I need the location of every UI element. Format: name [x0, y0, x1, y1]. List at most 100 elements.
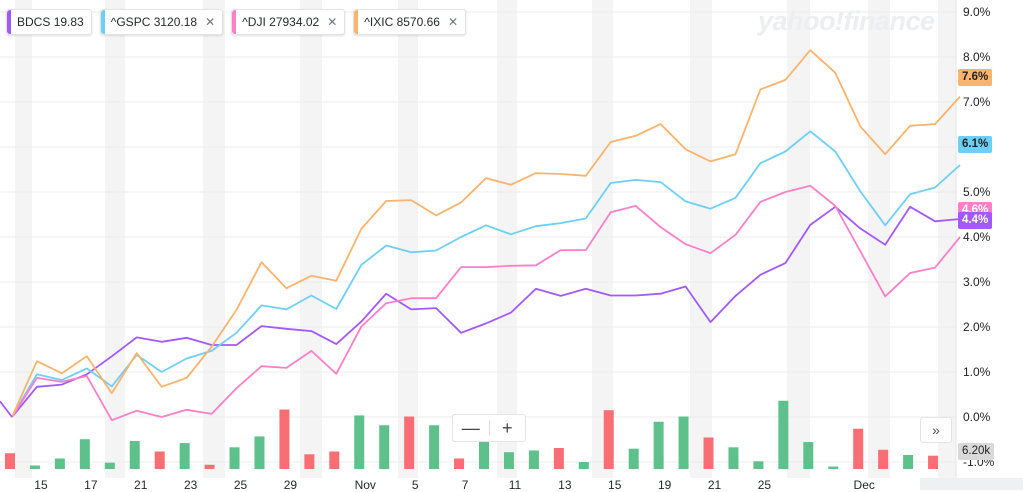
week-band	[300, 0, 322, 478]
volume-bar	[828, 466, 839, 469]
volume-bar	[54, 458, 65, 469]
volume-bar	[204, 464, 215, 469]
week-band	[787, 0, 810, 478]
volume-bar	[803, 442, 814, 469]
volume-bar	[753, 461, 764, 469]
yahoo-finance-watermark: yahoo!finance	[758, 6, 935, 36]
volume-bar	[703, 437, 714, 469]
volume-bar	[628, 448, 639, 469]
volume-bar	[653, 421, 664, 469]
volume-bar	[528, 450, 539, 469]
volume-bar	[728, 447, 739, 469]
volume-bar	[179, 443, 190, 469]
legend-symbol: ^IXIC	[364, 15, 394, 29]
week-band	[938, 0, 956, 478]
volume-bar	[928, 455, 939, 469]
y-tick-label: 8.0%	[963, 50, 991, 64]
x-tick-label: 15	[34, 478, 48, 492]
x-tick-label: 29	[284, 478, 298, 492]
volume-bar	[129, 441, 140, 469]
legend-chip-bdcs[interactable]: BDCS 19.83	[6, 9, 92, 35]
volume-bar	[229, 447, 240, 469]
x-tick-label: 19	[658, 478, 672, 492]
volume-bar	[853, 428, 864, 469]
series-line-bdcs	[11, 205, 961, 418]
zoom-in-button[interactable]: +	[501, 418, 513, 438]
series-line-dji	[11, 184, 961, 422]
y-tick-label: 4.0%	[963, 230, 991, 244]
zoom-out-button[interactable]: —	[461, 418, 480, 438]
volume-bar	[678, 416, 689, 469]
week-band	[398, 0, 418, 478]
series-line-gspc	[11, 130, 961, 418]
series-color-swatch	[100, 10, 105, 34]
week-band	[15, 0, 32, 478]
volume-bar	[479, 420, 489, 469]
x-tick-label: 11	[509, 478, 522, 492]
series-line-ixic	[11, 49, 961, 418]
x-tick-label: 25	[234, 478, 248, 492]
series-line-stub	[0, 400, 13, 418]
week-band	[497, 0, 517, 478]
volume-bar	[503, 452, 514, 469]
week-band	[592, 0, 613, 478]
chart-scrollbar[interactable]	[920, 478, 1023, 490]
legend-price: 19.83	[53, 15, 84, 29]
volume-bar	[429, 425, 440, 469]
volume-bar	[79, 439, 90, 469]
y-tick-label: 0.0%	[963, 410, 991, 424]
legend-chip-gspc[interactable]: ^GSPC 3120.18 ✕	[99, 9, 224, 35]
close-icon[interactable]: ✕	[205, 15, 216, 29]
volume-bar	[778, 400, 789, 469]
volume-bar	[454, 458, 465, 469]
x-tick-label: 5	[412, 478, 419, 492]
legend-symbol: ^GSPC	[110, 15, 151, 29]
legend-price: 27934.02	[269, 15, 320, 29]
legend-chip-dji[interactable]: ^DJI 27934.02 ✕	[231, 9, 346, 35]
series-color-swatch	[7, 10, 11, 34]
volume-bar	[903, 455, 914, 469]
scroll-forward-button[interactable]: »	[920, 417, 952, 443]
series-color-swatch	[232, 10, 237, 34]
volume-bar	[553, 448, 564, 469]
close-icon[interactable]: ✕	[447, 15, 459, 29]
y-tick-label: 5.0%	[963, 185, 991, 199]
y-tick-label: 7.0%	[963, 95, 991, 109]
ixic-last-value-label: 7.6%	[958, 69, 993, 86]
x-tick-label: 15	[608, 478, 622, 492]
volume-bar	[5, 453, 15, 469]
y-tick-label: 9.0%	[963, 5, 991, 19]
series-color-swatch	[354, 10, 359, 34]
volume-bar	[154, 451, 165, 469]
legend-symbol: BDCS	[17, 15, 51, 29]
week-band	[690, 0, 712, 478]
volume-bar	[279, 409, 290, 469]
volume-bar	[404, 416, 415, 469]
x-tick-label: 17	[84, 478, 98, 492]
volume-bar	[254, 436, 265, 469]
x-tick-label: 21	[134, 478, 148, 492]
legend-chip-ixic[interactable]: ^IXIC 8570.66 ✕	[353, 9, 467, 35]
x-tick-label: Nov	[355, 478, 376, 492]
x-tick-label: Dec	[854, 478, 875, 492]
volume-last-value-label: 6.20k	[958, 443, 995, 460]
symbol-legend: BDCS 19.83 ^GSPC 3120.18 ✕ ^DJI 27934.02…	[6, 9, 467, 35]
x-tick-label: 7	[462, 478, 469, 492]
y-tick-label: 3.0%	[963, 275, 991, 289]
y-tick-label: 1.0%	[963, 365, 991, 379]
volume-bar	[354, 415, 365, 469]
volume-bar	[29, 465, 40, 469]
gspc-last-value-label: 6.1%	[958, 136, 993, 153]
close-icon[interactable]: ✕	[327, 15, 338, 29]
volume-bar	[878, 449, 889, 469]
legend-price: 3120.18	[153, 15, 198, 29]
x-tick-label: 21	[708, 478, 722, 492]
volume-bar	[603, 410, 614, 469]
week-band	[105, 0, 125, 478]
volume-bar	[379, 425, 390, 469]
zoom-controls: — +	[452, 414, 526, 442]
week-band	[868, 0, 890, 478]
legend-price: 8570.66	[396, 15, 440, 29]
